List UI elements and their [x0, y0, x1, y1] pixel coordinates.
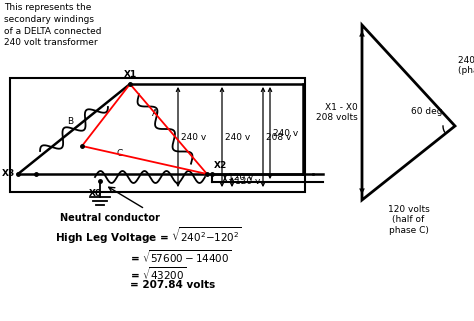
Text: 120 volts
(half of
phase C): 120 volts (half of phase C): [388, 205, 429, 235]
Text: X3: X3: [2, 169, 15, 178]
Text: 60 deg: 60 deg: [411, 107, 443, 116]
Text: C: C: [117, 149, 123, 158]
Text: = 207.84 volts: = 207.84 volts: [130, 280, 215, 290]
Bar: [10, 78, 305, 192]
Text: X2: X2: [214, 161, 227, 170]
Text: 120 v: 120 v: [235, 178, 260, 187]
Text: 240 volts
(phase A): 240 volts (phase A): [458, 56, 474, 75]
Text: 240 v: 240 v: [273, 128, 298, 137]
Text: 240 v: 240 v: [181, 133, 206, 142]
Text: 120 v: 120 v: [228, 173, 254, 183]
Text: = $\sqrt{43200}$: = $\sqrt{43200}$: [130, 265, 186, 282]
Text: This represents the
secondary windings
of a DELTA connected
240 volt transformer: This represents the secondary windings o…: [4, 3, 101, 48]
Text: = $\sqrt{57600 - 14400}$: = $\sqrt{57600 - 14400}$: [130, 248, 231, 265]
Text: X0: X0: [89, 189, 101, 198]
Text: High Leg Voltage = $\sqrt{240^2{-}120^2}$: High Leg Voltage = $\sqrt{240^2{-}120^2}…: [55, 225, 242, 246]
Text: A: A: [152, 108, 158, 117]
Text: Neutral conductor: Neutral conductor: [60, 213, 160, 223]
Text: 208 v: 208 v: [266, 133, 292, 142]
Text: 240 v: 240 v: [225, 133, 250, 142]
Text: X1 - X0
208 volts: X1 - X0 208 volts: [316, 103, 358, 122]
Text: B: B: [67, 117, 73, 126]
Text: X1: X1: [123, 70, 137, 79]
